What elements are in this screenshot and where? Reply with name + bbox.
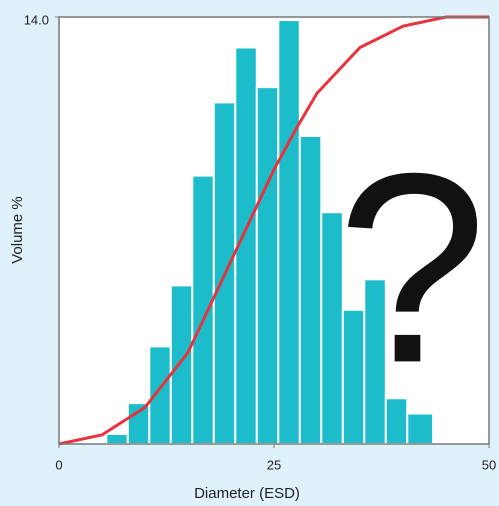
bar	[277, 19, 301, 446]
x-tick-label: 0	[55, 457, 62, 472]
y-tick-label: 14.0	[24, 12, 49, 27]
bar	[148, 345, 172, 445]
bar	[255, 86, 280, 446]
x-tick-label: 25	[267, 457, 281, 472]
annotation: ?	[337, 118, 487, 419]
bar	[169, 284, 194, 445]
bar	[105, 432, 129, 445]
bar	[126, 402, 151, 446]
x-tick-label: 50	[482, 457, 496, 472]
curve	[58, 15, 489, 446]
bar	[191, 174, 215, 445]
x-axis-label: Diameter (ESD)	[194, 485, 300, 502]
bar	[406, 412, 435, 445]
y-axis-label: Volume %	[9, 196, 26, 264]
bar	[298, 134, 323, 445]
